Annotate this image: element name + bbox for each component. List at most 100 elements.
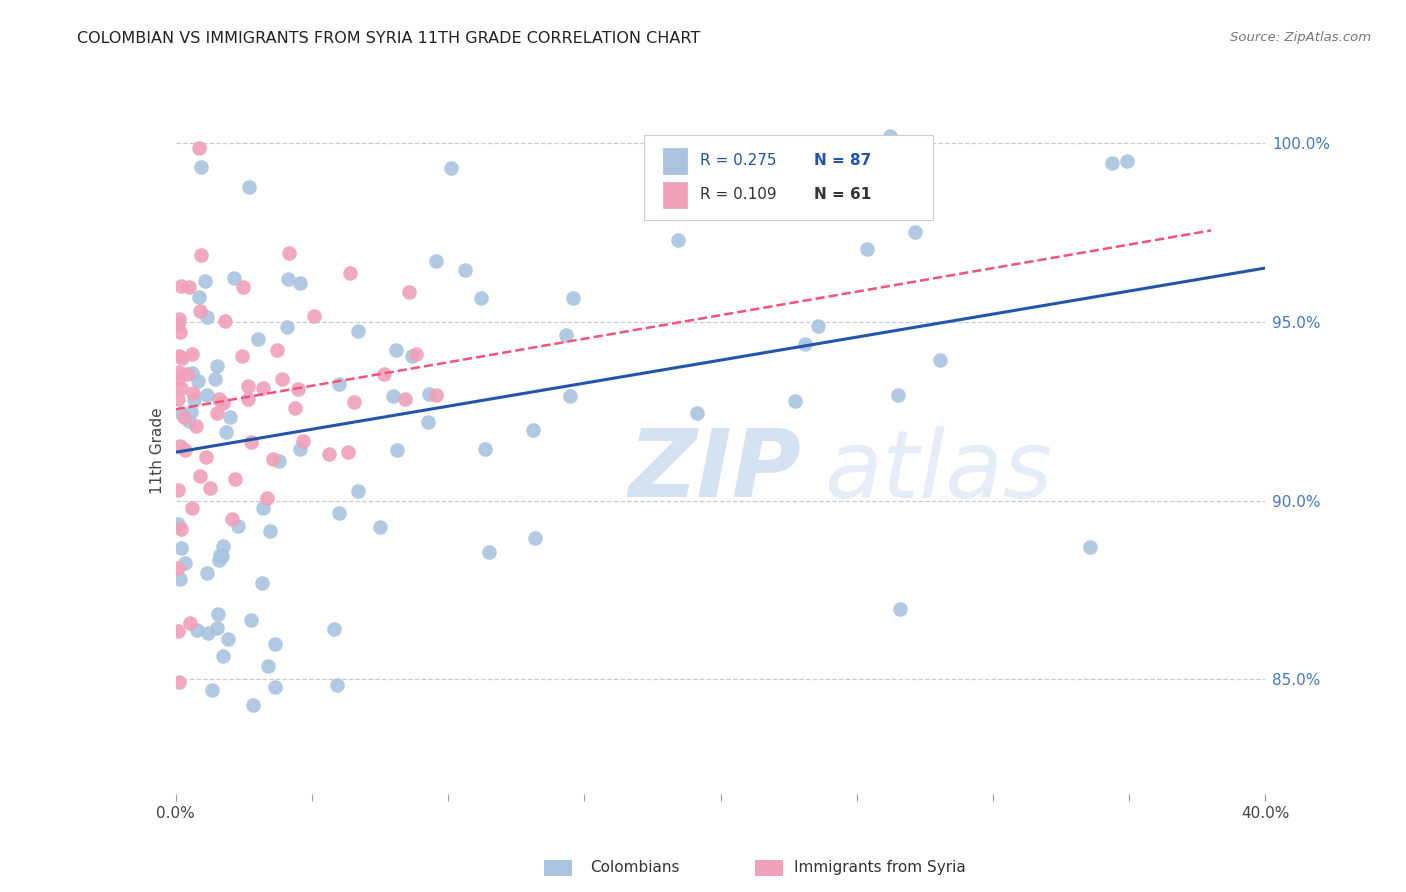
Point — [666, 233, 689, 247]
Point — [170, 279, 193, 293]
Point — [167, 624, 190, 638]
Point — [263, 637, 285, 651]
Text: Source: ZipAtlas.com: Source: ZipAtlas.com — [1230, 31, 1371, 45]
Point — [169, 325, 191, 339]
Point — [226, 518, 249, 533]
Point — [418, 415, 440, 429]
Point — [181, 386, 204, 401]
Point — [405, 347, 427, 361]
Point — [195, 450, 218, 464]
Point — [425, 254, 447, 268]
Point — [783, 393, 806, 408]
Text: Colombians: Colombians — [591, 860, 681, 874]
Point — [201, 682, 224, 697]
Point — [173, 410, 195, 425]
Point — [256, 658, 278, 673]
Point — [167, 349, 190, 363]
Point — [337, 445, 360, 459]
Point — [239, 434, 262, 449]
Point — [382, 388, 405, 402]
Point — [208, 548, 231, 562]
Text: N = 87: N = 87 — [814, 153, 872, 168]
Point — [207, 607, 229, 622]
Point — [252, 501, 274, 516]
Point — [277, 271, 299, 285]
Point — [807, 318, 830, 333]
Point — [208, 392, 231, 407]
Point — [384, 343, 406, 358]
Point — [904, 226, 927, 240]
Point — [259, 524, 281, 538]
Point — [181, 366, 204, 380]
Point — [190, 248, 212, 262]
Point — [522, 423, 544, 437]
Point — [394, 392, 416, 406]
Point — [167, 674, 190, 689]
Point — [288, 442, 311, 457]
Point — [179, 414, 201, 428]
Point — [208, 553, 231, 567]
Point — [264, 681, 287, 695]
Point — [328, 376, 350, 391]
Point — [170, 351, 193, 366]
Point — [176, 367, 198, 381]
Point — [262, 451, 284, 466]
Point — [187, 290, 209, 304]
Point — [179, 616, 201, 631]
Point — [440, 161, 463, 175]
Point — [197, 310, 219, 325]
Point — [236, 392, 259, 407]
Point — [181, 347, 204, 361]
Point — [167, 372, 190, 386]
Point — [879, 128, 901, 143]
Text: N = 61: N = 61 — [814, 187, 872, 202]
Point — [205, 406, 228, 420]
Point — [183, 392, 205, 407]
Point — [217, 632, 239, 647]
Point — [290, 276, 312, 290]
Point — [232, 279, 254, 293]
Point — [470, 291, 492, 305]
Point — [778, 203, 800, 218]
Text: ZIP: ZIP — [628, 425, 801, 517]
Point — [186, 624, 208, 638]
Point — [167, 483, 190, 497]
Point — [238, 379, 260, 393]
Point — [889, 602, 911, 616]
Text: atlas: atlas — [824, 425, 1052, 516]
Point — [794, 336, 817, 351]
FancyBboxPatch shape — [755, 860, 783, 876]
Point — [368, 520, 391, 534]
Point — [267, 454, 290, 468]
Point — [271, 372, 294, 386]
Y-axis label: 11th Grade: 11th Grade — [149, 407, 165, 494]
Point — [170, 406, 193, 420]
Point — [555, 328, 578, 343]
Point — [195, 566, 218, 581]
FancyBboxPatch shape — [644, 135, 934, 220]
Point — [238, 180, 260, 194]
Point — [454, 263, 477, 277]
Point — [174, 443, 197, 458]
Point — [170, 381, 193, 395]
Point — [167, 364, 190, 378]
Point — [318, 447, 340, 461]
Point — [211, 396, 233, 410]
Point — [287, 383, 309, 397]
Point — [195, 387, 218, 401]
Point — [1115, 153, 1137, 168]
Point — [291, 434, 314, 449]
Point — [187, 374, 209, 388]
Point — [212, 648, 235, 663]
Point — [169, 312, 191, 326]
Point — [418, 386, 440, 401]
Point — [214, 314, 236, 328]
Point — [167, 392, 190, 407]
Point — [205, 359, 228, 373]
Point — [252, 381, 274, 395]
Point — [167, 560, 190, 574]
Point — [197, 626, 219, 640]
Point — [180, 501, 202, 516]
Point — [174, 556, 197, 570]
FancyBboxPatch shape — [662, 182, 686, 208]
